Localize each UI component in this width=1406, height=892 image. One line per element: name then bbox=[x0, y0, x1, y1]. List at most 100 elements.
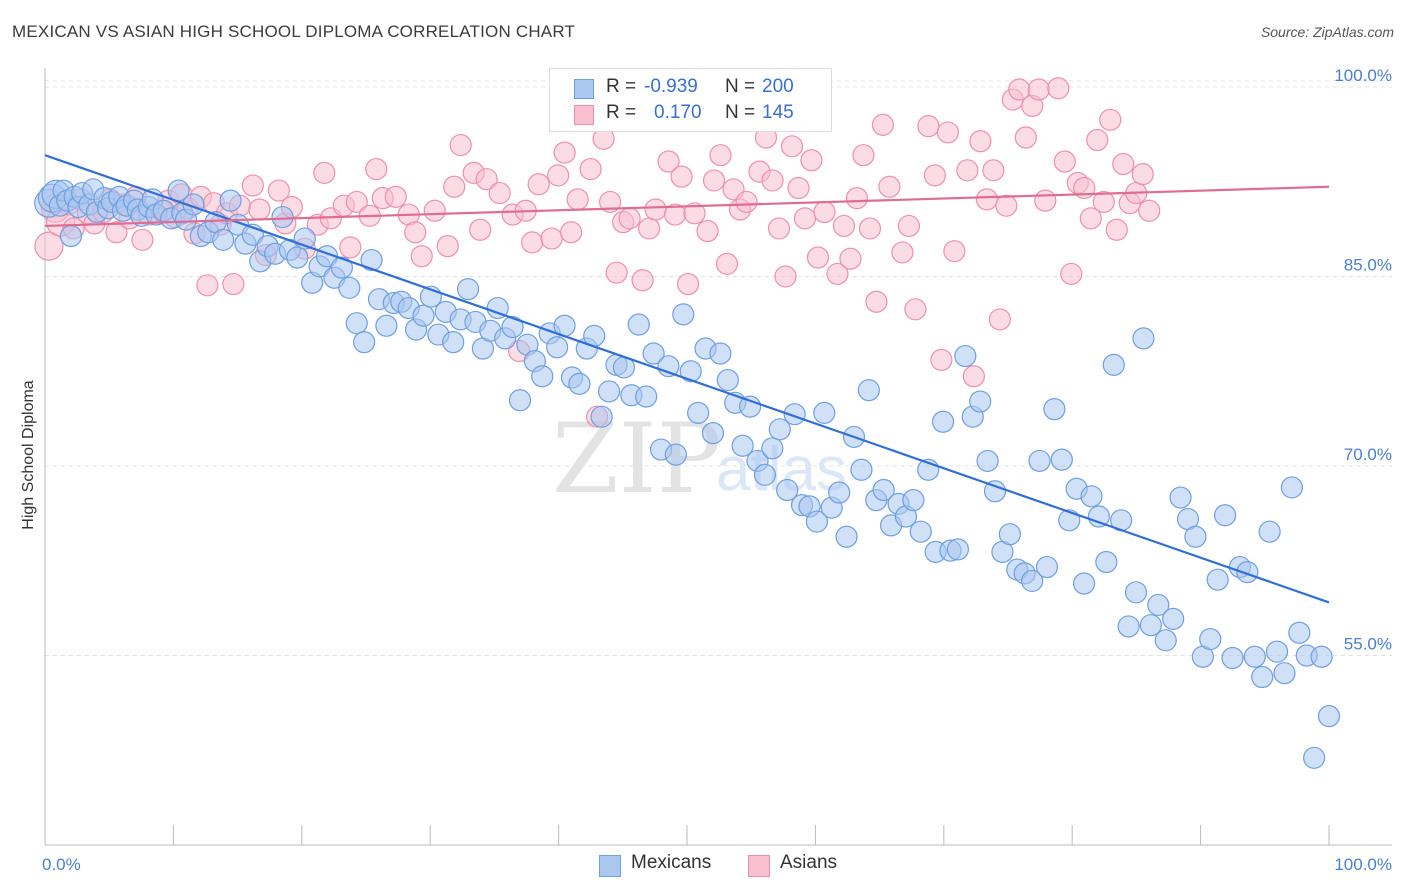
asians-point bbox=[683, 202, 706, 225]
mexicans-point bbox=[902, 488, 925, 512]
x-tick-label-max: 100.0% bbox=[1334, 855, 1392, 874]
mexicans-point bbox=[353, 331, 376, 354]
mexicans-point bbox=[590, 405, 613, 428]
mexicans-point bbox=[1317, 705, 1341, 728]
mexicans-point bbox=[627, 313, 650, 336]
asians-point bbox=[917, 115, 940, 138]
mexicans-point bbox=[738, 395, 762, 418]
mexicans-point bbox=[976, 449, 999, 473]
mexicans-point bbox=[546, 336, 569, 359]
mexicans-point bbox=[687, 401, 710, 425]
asians-point bbox=[969, 130, 992, 153]
asians-point bbox=[540, 227, 563, 250]
mexicans-point bbox=[672, 303, 695, 326]
asians-point bbox=[1092, 190, 1115, 214]
legend-swatch-mexicans bbox=[574, 79, 594, 99]
asians-point bbox=[1099, 108, 1122, 131]
mexicans-point bbox=[1169, 486, 1192, 509]
mexicans-point bbox=[1139, 614, 1162, 637]
mexicans-point bbox=[1050, 448, 1073, 471]
asians-point bbox=[579, 157, 602, 181]
mexicans-point bbox=[412, 304, 435, 327]
asians-point bbox=[637, 217, 661, 240]
mexicans-point bbox=[1132, 327, 1155, 350]
asians-point bbox=[676, 272, 700, 296]
mexicans-point bbox=[1087, 505, 1111, 528]
mexicans-point bbox=[635, 385, 658, 408]
asians-point bbox=[657, 150, 680, 173]
mexicans-point bbox=[664, 443, 687, 466]
asians-point bbox=[436, 235, 459, 258]
mexicans-point bbox=[1154, 629, 1177, 652]
asians-point bbox=[897, 214, 921, 238]
mexicans-point bbox=[768, 418, 791, 441]
asians-point bbox=[1047, 77, 1070, 100]
mexicans-point bbox=[219, 189, 242, 212]
mexicans-point bbox=[1236, 561, 1259, 584]
asians-point bbox=[34, 231, 64, 261]
asians-point bbox=[1034, 189, 1057, 212]
mexicans-point bbox=[375, 314, 398, 337]
asians-point bbox=[975, 188, 998, 211]
asians-point bbox=[943, 240, 966, 263]
asians-point bbox=[767, 217, 791, 240]
legend-r-value: -0.939 bbox=[644, 76, 698, 97]
legend-r-label: R = bbox=[606, 102, 637, 123]
mexicans-point bbox=[679, 360, 702, 383]
mexicans-point bbox=[271, 205, 294, 229]
mexicans-trend-line bbox=[44, 154, 1330, 604]
asians-point bbox=[618, 207, 641, 230]
asians-point bbox=[702, 169, 726, 192]
asians-point bbox=[527, 173, 550, 196]
asians-point bbox=[423, 199, 446, 222]
asians-point bbox=[365, 157, 388, 181]
mexicans-point bbox=[753, 463, 777, 486]
mexicans-point bbox=[1117, 615, 1140, 638]
mexicans-point bbox=[59, 224, 83, 248]
asians-point bbox=[787, 176, 810, 200]
asians-point bbox=[800, 149, 823, 172]
asians-point bbox=[560, 221, 583, 244]
asians-point bbox=[1138, 199, 1161, 222]
asians-point bbox=[404, 221, 427, 244]
mexicans-point bbox=[1310, 645, 1333, 668]
mexicans-point bbox=[1021, 569, 1044, 593]
mexicans-point bbox=[501, 315, 524, 339]
asians-point bbox=[871, 113, 895, 136]
legend-r-label: R = bbox=[606, 76, 637, 97]
asians-point bbox=[735, 190, 758, 214]
asians-point bbox=[1027, 78, 1050, 101]
asians-point bbox=[222, 272, 245, 296]
legend-row-mexicans: R = -0.939 N = 200 bbox=[550, 76, 831, 100]
mexicans-point bbox=[805, 510, 828, 533]
legend-swatch-asians bbox=[574, 105, 594, 125]
asians-point bbox=[930, 348, 953, 371]
mexicans-point bbox=[1072, 572, 1096, 595]
asians-point bbox=[709, 144, 732, 167]
mexicans-point bbox=[828, 481, 851, 504]
mexicans-point bbox=[286, 246, 309, 269]
mexicans-point bbox=[1265, 640, 1289, 663]
asians-point bbox=[780, 135, 804, 158]
mexicans-point bbox=[983, 480, 1007, 503]
mexicans-point bbox=[783, 403, 806, 426]
mexicans-point bbox=[946, 538, 970, 561]
mexicans-point bbox=[709, 342, 732, 365]
y-tick-label: 70.0% bbox=[1344, 445, 1392, 464]
mexicans-point bbox=[969, 390, 992, 413]
asians-point bbox=[715, 252, 739, 275]
mexicans-point bbox=[1028, 449, 1051, 473]
mexicans-point bbox=[776, 478, 799, 502]
mexicans-point bbox=[1206, 568, 1229, 591]
source-label: Source: ZipAtlas.com bbox=[1260, 24, 1394, 40]
mexicans-point bbox=[872, 478, 895, 502]
mexicans-point bbox=[531, 365, 554, 388]
mexicans-point bbox=[1058, 509, 1081, 532]
mexicans-point bbox=[857, 379, 880, 402]
asians-point bbox=[384, 185, 407, 208]
asians-point bbox=[670, 165, 693, 188]
mexicans-point bbox=[1213, 504, 1237, 527]
mexicans-point bbox=[931, 410, 955, 433]
asians-point bbox=[488, 181, 511, 205]
asians-point bbox=[962, 365, 985, 388]
